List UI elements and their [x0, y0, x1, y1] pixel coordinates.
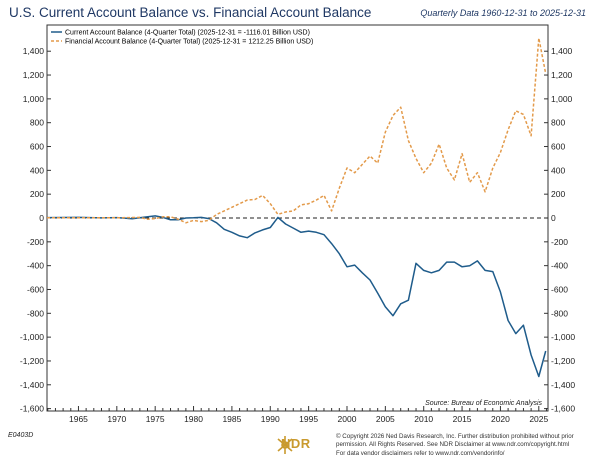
x-tick-label: 1975 [146, 414, 165, 424]
y-tick-label: -600 [551, 284, 568, 294]
x-tick-label: 1990 [261, 414, 280, 424]
y-tick-label: 200 [30, 189, 44, 199]
chart: Current Account Balance (4-Quarter Total… [20, 24, 575, 424]
y-tick-label: -1,400 [551, 380, 575, 390]
y-tick-label: -1,600 [20, 404, 44, 414]
y-tick-label: -1,200 [20, 356, 44, 366]
legend-label: Financial Account Balance (4-Quarter Tot… [65, 39, 313, 46]
x-tick-label: 2020 [491, 414, 510, 424]
y-tick-label: -1,600 [551, 404, 575, 414]
y-tick-label: 600 [30, 142, 44, 152]
x-tick-label: 1995 [299, 414, 318, 424]
y-tick-label: 1,200 [23, 70, 45, 80]
copyright-line: permission. All Rights Reserved. See NDR… [336, 441, 570, 449]
legend-label: Current Account Balance (4-Quarter Total… [65, 30, 310, 37]
copyright-notice: © Copyright 2026 Ned Davis Research, Inc… [336, 433, 592, 458]
series-layer [46, 37, 547, 378]
x-tick-label: 2010 [414, 414, 433, 424]
chart-title: U.S. Current Account Balance vs. Financi… [9, 5, 372, 20]
x-tick-label: 1980 [184, 414, 203, 424]
copyright-line: For data vendor disclaimers refer to www… [336, 449, 505, 457]
x-tick-label: 2000 [338, 414, 357, 424]
y-tick-label: -400 [551, 261, 568, 271]
y-tick-label: -1,400 [20, 380, 44, 390]
y-tick-label: 600 [551, 142, 565, 152]
y-tick-label: -800 [27, 308, 44, 318]
legend: Current Account Balance (4-Quarter Total… [51, 30, 313, 46]
y-tick-label: -200 [551, 237, 568, 247]
copyright-line: © Copyright 2026 Ned Davis Research, Inc… [336, 433, 574, 440]
x-tick-label: 1970 [107, 414, 126, 424]
series-line-2 [47, 37, 547, 224]
y-tick-label: 1,000 [23, 94, 45, 104]
chart-id: E0403D [8, 432, 34, 439]
y-tick-label: 0 [551, 213, 556, 223]
ndr-logo-text: NDR [281, 436, 311, 451]
y-tick-label: 0 [39, 213, 44, 223]
x-tick-label: 2015 [453, 414, 472, 424]
y-tick-label: 1,000 [551, 94, 573, 104]
x-tick-label: 1965 [69, 414, 88, 424]
chart-date-range: Quarterly Data 1960-12-31 to 2025-12-31 [420, 8, 586, 18]
y-axis-right: -1,600 -1,400 -1,200 -1,000 -800 -600 -400 -200… [544, 46, 575, 414]
y-tick-label: 200 [551, 189, 565, 199]
source-note: Source: Bureau of Economic Analysis [425, 400, 542, 407]
x-axis: 1965 1970 1975 1980 1985 1990 1995 2000 2005 2010… [47, 406, 549, 424]
y-tick-label: -600 [27, 284, 44, 294]
y-tick-label: -1,000 [20, 332, 44, 342]
x-tick-label: 2005 [376, 414, 395, 424]
y-tick-label: 400 [30, 165, 44, 175]
y-tick-label: -1,200 [551, 356, 575, 366]
y-axis-left: -1,600 -1,400 -1,200 -1,000 -800 -600 -400 -200… [20, 46, 51, 414]
y-tick-label: 1,200 [551, 70, 573, 80]
y-tick-label: -400 [27, 261, 44, 271]
y-tick-label: 1,400 [23, 46, 45, 56]
y-tick-label: 400 [551, 165, 565, 175]
y-tick-label: 800 [551, 118, 565, 128]
y-tick-label: -1,000 [551, 332, 575, 342]
y-tick-label: -800 [551, 308, 568, 318]
x-tick-label: 1985 [222, 414, 241, 424]
y-tick-label: -200 [27, 237, 44, 247]
series-line-1 [46, 215, 547, 378]
ndr-logo-icon [277, 436, 293, 454]
y-tick-label: 800 [30, 118, 44, 128]
y-tick-label: 1,400 [551, 46, 573, 56]
x-tick-label: 2025 [529, 414, 548, 424]
